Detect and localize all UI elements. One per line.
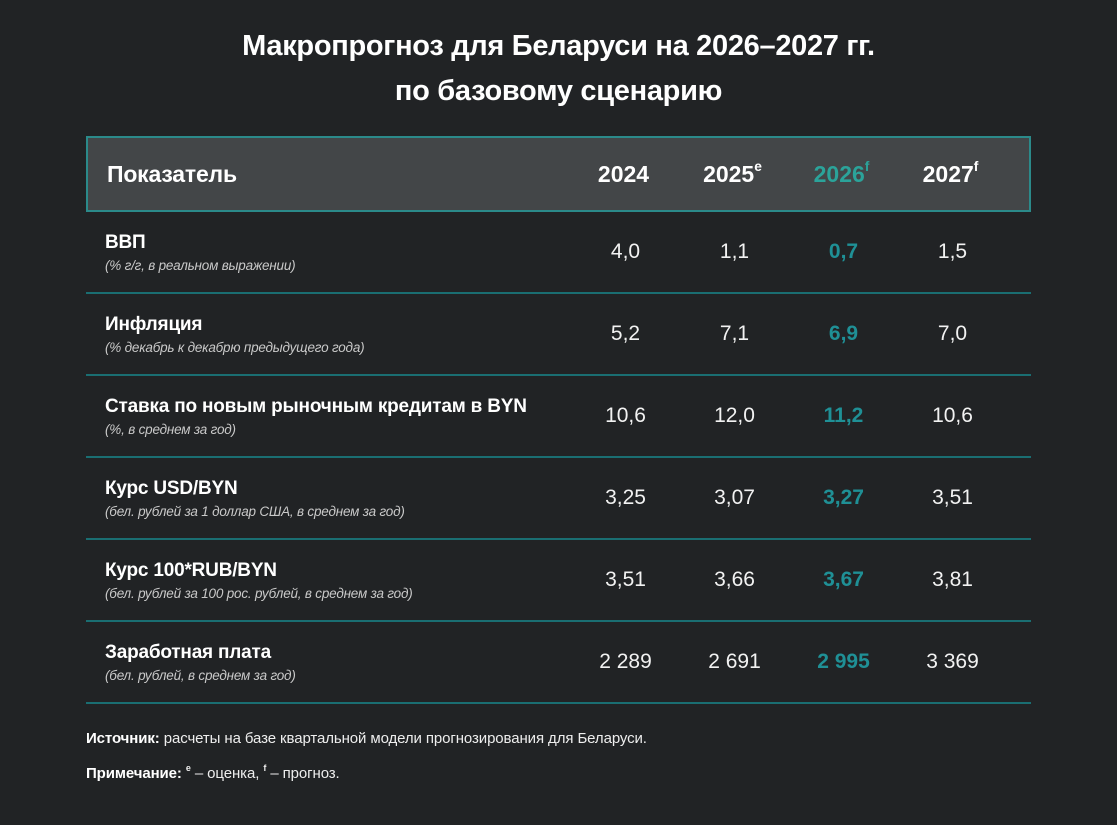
row-header-wages: Заработная плата (бел. рублей, в среднем… [105, 642, 571, 683]
cell-value-highlighted: 3,67 [823, 568, 864, 591]
legend-note: Примечание: e – оценка, f – прогноз. [86, 754, 1031, 789]
cell-value: 7,0 [937, 322, 968, 345]
cell-value-highlighted: 2 995 [817, 650, 870, 673]
row-label: ВВП [105, 231, 146, 253]
row-header-rub-byn: Курс 100*RUB/BYN (бел. рублей за 100 рос… [105, 560, 571, 601]
forecast-table: Показатель 2024 2025e 2026f 2027f ВВП (%… [86, 136, 1031, 704]
column-header-2027: 2027f [922, 158, 979, 187]
cell-value: 3,51 [605, 568, 646, 591]
cell-value: 10,6 [605, 404, 646, 427]
table-row-inflation: Инфляция (% декабрь к декабрю предыдущег… [86, 294, 1031, 376]
cell-value: 3,25 [605, 486, 646, 509]
cell-value: 1,1 [719, 240, 750, 263]
row-sublabel: (бел. рублей за 1 доллар США, в среднем … [105, 503, 405, 519]
row-label: Ставка по новым рыночным кредитам в BYN [105, 395, 527, 417]
legend-sup-f: f [263, 762, 267, 773]
cell-value: 4,0 [610, 240, 641, 263]
cell-value: 3,51 [932, 486, 973, 509]
cell-value: 3,66 [714, 568, 755, 591]
legend-sup-e: e [185, 762, 191, 773]
row-header-usd-byn: Курс USD/BYN (бел. рублей за 1 доллар СШ… [105, 478, 571, 519]
table-row-wages: Заработная плата (бел. рублей, в среднем… [86, 622, 1031, 704]
row-label: Курс USD/BYN [105, 477, 238, 499]
source-label: Источник: [86, 730, 160, 747]
table-header-row: Показатель 2024 2025e 2026f 2027f [86, 136, 1031, 212]
cell-value: 3,07 [714, 486, 755, 509]
page-title: Макропрогноз для Беларуси на 2026–2027 г… [0, 24, 1117, 114]
cell-value: 5,2 [610, 322, 641, 345]
cell-value: 3,81 [932, 568, 973, 591]
cell-value: 7,1 [719, 322, 750, 345]
cell-value: 2 289 [599, 650, 652, 673]
row-sublabel: (%, в среднем за год) [105, 421, 236, 437]
row-label: Заработная плата [105, 641, 272, 663]
cell-value: 1,5 [937, 240, 968, 263]
source-text: расчеты на базе квартальной модели прогн… [159, 730, 647, 747]
table-row-gdp: ВВП (% г/г, в реальном выражении) 4,0 1,… [86, 212, 1031, 294]
column-header-2024: 2024 [597, 160, 650, 187]
table-row-loan-rate: Ставка по новым рыночным кредитам в BYN … [86, 376, 1031, 458]
row-label: Инфляция [105, 313, 203, 335]
column-header-indicator: Показатель [107, 160, 237, 187]
year-headers: 2024 2025e 2026f 2027f [569, 158, 1005, 188]
legend-text-f: – прогноз. [266, 765, 340, 782]
table-row-rub-byn: Курс 100*RUB/BYN (бел. рублей за 100 рос… [86, 540, 1031, 622]
row-sublabel: (% г/г, в реальном выражении) [105, 257, 296, 273]
footer-notes: Источник: расчеты на базе квартальной мо… [86, 724, 1031, 789]
row-sublabel: (% декабрь к декабрю предыдущего года) [105, 339, 365, 355]
cell-value: 12,0 [714, 404, 755, 427]
page-title-line1: Макропрогноз для Беларуси на 2026–2027 г… [242, 30, 875, 62]
cell-value: 2 691 [708, 650, 761, 673]
cell-value-highlighted: 6,9 [828, 322, 859, 345]
row-sublabel: (бел. рублей за 100 рос. рублей, в средн… [105, 585, 413, 601]
cell-value: 10,6 [932, 404, 973, 427]
source-note: Источник: расчеты на базе квартальной мо… [86, 724, 1031, 754]
legend-label: Примечание: [86, 765, 182, 782]
row-header-inflation: Инфляция (% декабрь к декабрю предыдущег… [105, 314, 571, 355]
column-header-2025: 2025e [703, 158, 762, 187]
cell-value-highlighted: 0,7 [828, 240, 859, 263]
legend-text-e: – оценка, [190, 765, 264, 782]
table-row-usd-byn: Курс USD/BYN (бел. рублей за 1 доллар СШ… [86, 458, 1031, 540]
row-header-loan-rate: Ставка по новым рыночным кредитам в BYN … [105, 396, 571, 437]
row-sublabel: (бел. рублей, в среднем за год) [105, 667, 296, 683]
row-label: Курс 100*RUB/BYN [105, 559, 277, 581]
cell-value: 3 369 [926, 650, 979, 673]
page-title-line2: по базовому сценарию [394, 75, 723, 107]
row-header-gdp: ВВП (% г/г, в реальном выражении) [105, 232, 571, 273]
column-header-2026-highlighted: 2026f [813, 158, 870, 187]
cell-value-highlighted: 3,27 [823, 486, 864, 509]
cell-value-highlighted: 11,2 [823, 404, 864, 427]
